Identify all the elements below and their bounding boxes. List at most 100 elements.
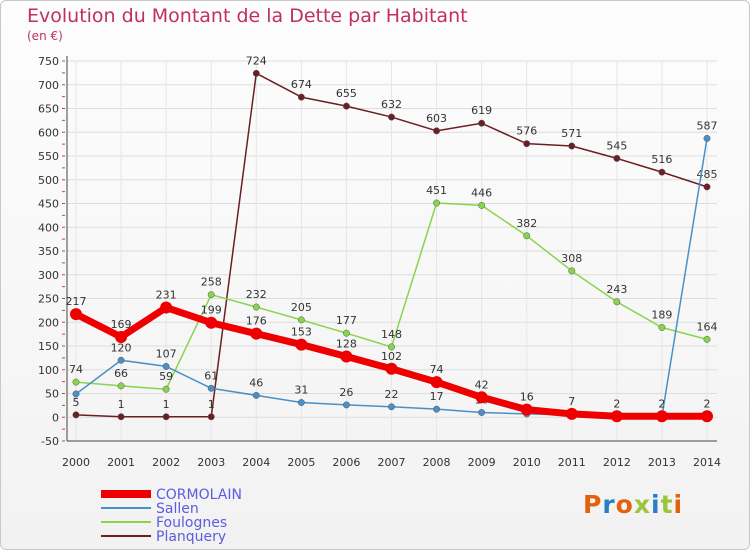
x-tick-label: 2005	[287, 456, 315, 469]
data-label: 7	[568, 395, 575, 408]
y-tick-label: -50	[41, 435, 59, 448]
data-label: 231	[156, 289, 177, 302]
data-point	[520, 403, 533, 416]
y-tick-label: 550	[38, 150, 59, 163]
data-label: 22	[385, 388, 399, 401]
data-label: 42	[475, 378, 489, 391]
x-tick-label: 2011	[558, 456, 586, 469]
legend-label: Foulognes	[156, 515, 227, 531]
data-label: 603	[426, 112, 447, 125]
data-label: 17	[430, 390, 444, 403]
y-tick-label: 400	[38, 221, 59, 234]
data-label: 545	[606, 139, 627, 152]
data-label: 446	[471, 186, 492, 199]
data-point	[658, 168, 666, 176]
data-point	[478, 409, 486, 416]
y-tick-label: 300	[38, 269, 59, 282]
x-tick-label: 2003	[197, 456, 225, 469]
x-tick-label: 2000	[62, 456, 90, 469]
y-tick-label: 200	[38, 316, 59, 329]
data-point	[433, 405, 441, 413]
data-point	[613, 154, 621, 162]
x-tick-label: 2010	[513, 456, 541, 469]
data-label: 1	[118, 398, 125, 411]
data-point	[70, 308, 82, 321]
data-label: 655	[336, 87, 357, 100]
data-point	[342, 401, 350, 409]
data-point	[207, 384, 215, 392]
data-label: 632	[381, 98, 402, 111]
data-point	[205, 316, 218, 329]
data-label: 571	[561, 127, 582, 140]
data-point	[162, 362, 170, 370]
data-point	[703, 134, 711, 142]
data-label: 674	[291, 78, 312, 91]
data-point	[117, 382, 125, 390]
data-label: 148	[381, 328, 402, 341]
data-point	[568, 267, 576, 275]
data-label: 587	[697, 119, 718, 132]
data-point	[568, 142, 576, 150]
y-tick-label: 600	[38, 126, 59, 139]
data-label: 59	[159, 370, 173, 383]
data-label: 107	[156, 347, 177, 360]
y-tick-label: 0	[52, 411, 59, 424]
y-tick-label: 250	[38, 293, 59, 306]
data-point	[342, 102, 350, 110]
data-point	[115, 330, 128, 343]
data-point	[342, 329, 350, 337]
data-point	[72, 378, 80, 386]
x-tick-label: 2002	[152, 456, 180, 469]
data-point	[475, 391, 488, 404]
data-point	[703, 335, 711, 343]
legend-label: CORMOLAIN	[156, 487, 242, 503]
x-tick-label: 2001	[107, 456, 135, 469]
data-point	[340, 350, 353, 363]
data-label: 189	[651, 308, 672, 321]
data-label: 31	[294, 384, 308, 397]
data-point	[207, 413, 215, 421]
data-point	[207, 291, 215, 299]
x-tick-label: 2004	[242, 456, 270, 469]
data-label: 576	[516, 125, 537, 138]
data-label: 169	[111, 318, 132, 331]
y-tick-label: 650	[38, 103, 59, 116]
data-point	[250, 327, 263, 340]
data-point	[478, 201, 486, 209]
data-point	[297, 93, 305, 101]
data-point	[117, 413, 125, 421]
data-label: 74	[69, 363, 83, 376]
data-point	[252, 303, 260, 311]
data-point	[297, 316, 305, 324]
data-label: 2	[613, 397, 620, 410]
chart-title: Evolution du Montant de la Dette par Hab…	[27, 5, 468, 27]
x-tick-label: 2009	[468, 456, 496, 469]
x-tick-label: 2006	[332, 456, 360, 469]
data-label: 26	[339, 386, 353, 399]
data-point	[430, 376, 443, 389]
data-point	[701, 410, 713, 423]
y-tick-label: 50	[45, 388, 59, 401]
data-label: 451	[426, 184, 447, 197]
data-label: 176	[246, 315, 267, 328]
data-label: 2	[658, 397, 665, 410]
data-point	[565, 407, 578, 420]
data-point	[388, 113, 395, 121]
y-tick-label: 100	[38, 364, 59, 377]
data-label: 232	[246, 288, 267, 301]
data-label: 619	[471, 104, 492, 117]
data-point	[655, 410, 668, 423]
data-label: 724	[246, 54, 267, 67]
data-label: 120	[111, 341, 132, 354]
data-point	[252, 69, 260, 77]
y-tick-label: 450	[38, 198, 59, 211]
data-label: 61	[204, 369, 218, 382]
data-label: 243	[606, 283, 627, 296]
data-point	[433, 199, 441, 207]
data-point	[162, 385, 170, 393]
data-label: 153	[291, 326, 312, 339]
data-label: 5	[73, 396, 80, 409]
data-label: 217	[66, 295, 87, 308]
data-point	[610, 410, 623, 423]
chart-unit-label: (en €)	[27, 29, 63, 43]
